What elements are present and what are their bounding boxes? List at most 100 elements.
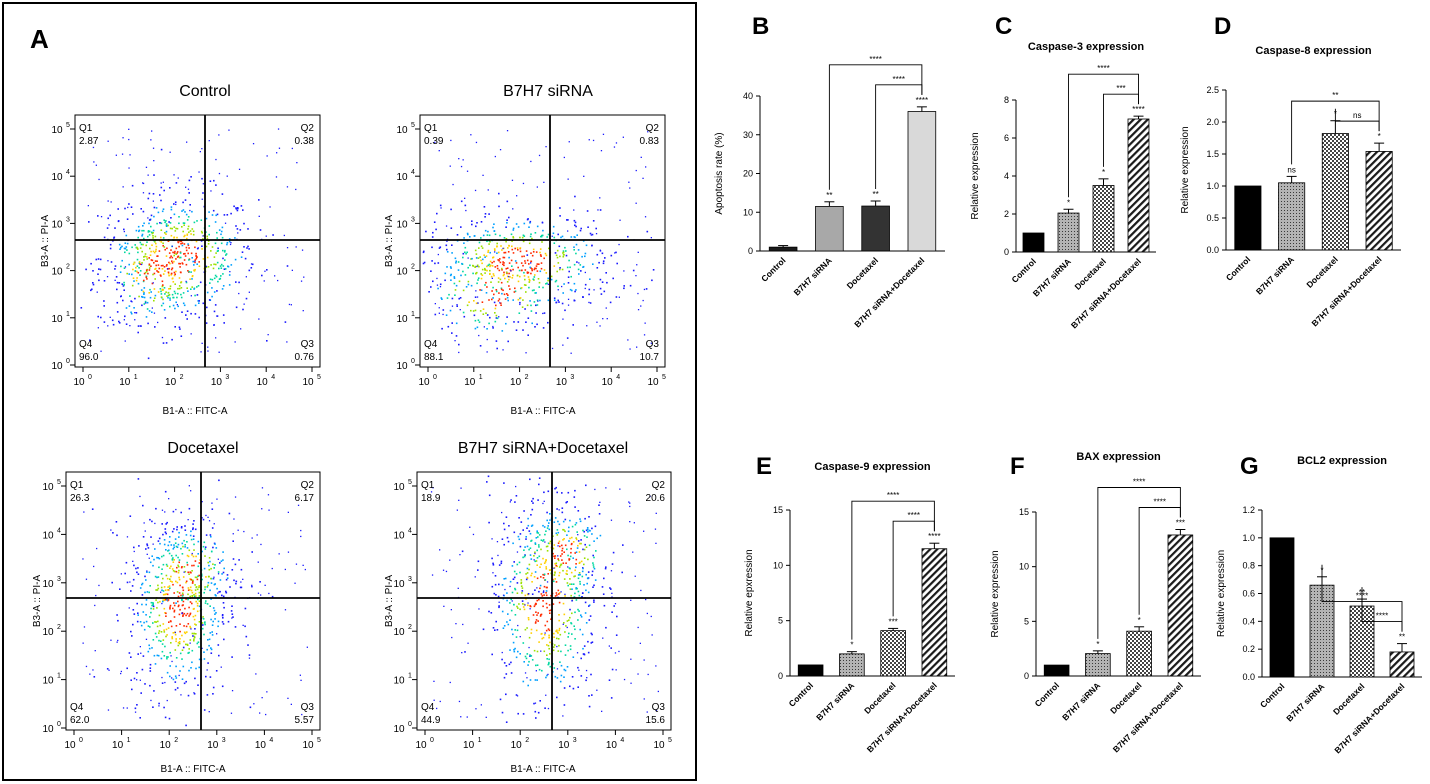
flow-point — [181, 311, 183, 313]
flow-point — [109, 214, 111, 217]
flow-point — [608, 679, 611, 681]
flow-point — [217, 625, 219, 628]
flow-point — [511, 565, 514, 567]
flow-point — [165, 598, 167, 601]
flow-point — [169, 299, 171, 301]
flow-point — [461, 550, 464, 553]
flow-point — [142, 611, 145, 613]
flow-point — [172, 510, 175, 513]
flow-point — [85, 268, 87, 271]
flow-point — [145, 269, 148, 271]
flow-point — [188, 231, 190, 234]
flow-point — [177, 177, 179, 179]
flow-point — [559, 215, 561, 217]
flow-point — [547, 542, 550, 545]
flow-point — [579, 264, 582, 266]
flow-point — [549, 612, 551, 614]
flow-point — [97, 327, 99, 329]
flow-point — [143, 222, 145, 225]
flow-point — [162, 289, 165, 291]
flow-point — [198, 265, 201, 267]
flow-point — [142, 182, 145, 185]
flow-point — [457, 269, 460, 271]
flow-point — [153, 558, 155, 561]
flow-point — [212, 686, 215, 689]
flow-point — [508, 278, 510, 281]
flow-point — [240, 586, 243, 589]
flow-point — [566, 620, 569, 622]
flow-point — [566, 570, 568, 572]
flow-point — [141, 233, 144, 236]
flow-point — [269, 206, 271, 208]
flow-point — [535, 619, 538, 621]
flow-point — [169, 305, 171, 308]
flow-point — [178, 222, 180, 225]
flow-point — [518, 312, 521, 314]
flow-point — [164, 293, 166, 295]
flow-point — [573, 219, 576, 222]
y-tick-label: 0 — [748, 246, 753, 256]
flow-point — [232, 540, 234, 542]
x-tick-exponent: 0 — [88, 374, 92, 381]
flow-point — [93, 565, 95, 568]
quadrant-name: Q1 — [421, 480, 435, 491]
flow-point — [151, 647, 153, 649]
flow-point — [239, 229, 242, 231]
y-tick-exponent: 1 — [57, 673, 61, 680]
flow-point — [442, 309, 445, 311]
flow-point — [462, 623, 464, 626]
flow-point — [150, 265, 152, 267]
flow-point — [216, 633, 218, 635]
flow-point — [430, 270, 432, 272]
flow-point — [567, 554, 569, 557]
flow-point — [591, 694, 593, 696]
flow-point — [140, 289, 143, 291]
flow-point — [543, 526, 546, 528]
flow-point — [196, 605, 199, 607]
flow-point — [246, 247, 248, 249]
flow-point — [578, 562, 581, 564]
flow-point — [533, 702, 535, 705]
flow-point — [215, 214, 217, 217]
flow-point — [515, 694, 518, 696]
flow-point — [431, 236, 434, 238]
flow-point — [223, 214, 226, 216]
flow-point — [524, 554, 526, 556]
flow-point — [517, 266, 519, 269]
flow-point — [121, 245, 123, 248]
flow-point — [163, 246, 166, 248]
flow-point — [164, 317, 167, 319]
flow-point — [439, 204, 442, 207]
flow-point — [510, 598, 512, 601]
flow-point — [481, 268, 484, 271]
flow-point — [163, 607, 166, 610]
panel-label: B — [752, 13, 769, 40]
flow-point — [540, 613, 543, 616]
flow-point — [548, 658, 550, 661]
flow-point — [189, 278, 191, 280]
flow-point — [107, 140, 109, 142]
flow-point — [495, 290, 498, 293]
flow-point — [168, 541, 171, 543]
flow-point — [498, 292, 500, 294]
flow-point — [92, 146, 95, 149]
flow-point — [140, 624, 143, 627]
flow-point — [174, 649, 177, 651]
flow-point — [558, 571, 561, 574]
flow-point — [511, 248, 514, 251]
flow-point — [466, 716, 468, 718]
flow-point — [175, 580, 177, 583]
flow-point — [114, 227, 116, 229]
flow-point — [160, 199, 162, 202]
flow-point — [141, 295, 143, 298]
flow-point — [499, 258, 501, 260]
flow-point — [449, 681, 451, 684]
flow-point — [211, 631, 213, 633]
flow-point — [486, 338, 488, 341]
quadrant-name: Q4 — [70, 702, 84, 713]
flow-point — [144, 575, 146, 578]
flow-point — [167, 586, 169, 588]
flow-point — [213, 324, 215, 326]
flow-point — [136, 620, 139, 623]
flow-point — [495, 304, 497, 307]
